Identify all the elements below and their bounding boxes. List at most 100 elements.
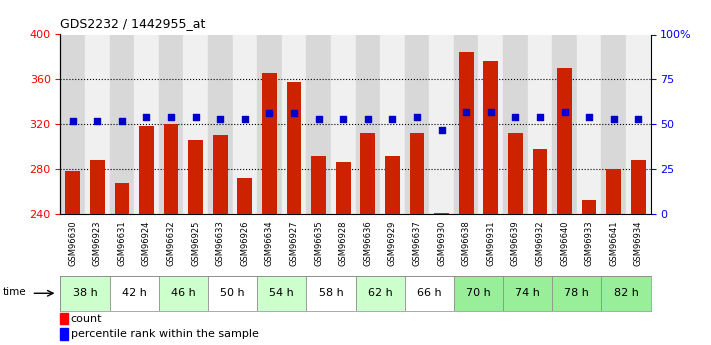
Bar [356, 34, 380, 214]
Bar [582, 200, 597, 214]
Point [559, 109, 570, 115]
Text: GDS2232 / 1442955_at: GDS2232 / 1442955_at [60, 17, 205, 30]
Bar [410, 133, 424, 214]
Bar [282, 34, 306, 214]
Bar [405, 34, 429, 214]
Bar [306, 34, 331, 214]
Bar [533, 149, 547, 214]
Point [411, 114, 422, 120]
Bar [208, 34, 232, 214]
Point [289, 111, 300, 116]
Point [215, 116, 226, 121]
Bar [454, 276, 503, 310]
Text: percentile rank within the sample: percentile rank within the sample [71, 329, 259, 339]
Bar [65, 171, 80, 214]
Text: count: count [71, 314, 102, 324]
Point [264, 111, 275, 116]
Bar [626, 34, 651, 214]
Bar [159, 276, 208, 310]
Bar [208, 276, 257, 310]
Bar [60, 328, 68, 340]
Point [608, 116, 619, 121]
Bar [139, 126, 154, 214]
Bar [557, 68, 572, 214]
Text: time: time [3, 287, 26, 296]
Bar [183, 34, 208, 214]
Point [190, 114, 201, 120]
Point [338, 116, 349, 121]
Bar [385, 156, 400, 214]
Bar [528, 34, 552, 214]
Bar [606, 169, 621, 214]
Text: 58 h: 58 h [319, 288, 343, 298]
Bar [311, 156, 326, 214]
Bar [380, 34, 405, 214]
Bar [188, 140, 203, 214]
Text: 50 h: 50 h [220, 288, 245, 298]
Bar [434, 213, 449, 214]
Bar [109, 276, 159, 310]
Point [461, 109, 472, 115]
Bar [232, 34, 257, 214]
Bar [360, 133, 375, 214]
Bar [306, 276, 356, 310]
Point [387, 116, 398, 121]
Bar [237, 178, 252, 214]
Bar [213, 135, 228, 214]
Bar [356, 276, 405, 310]
Bar [114, 183, 129, 214]
Bar [503, 34, 528, 214]
Bar [331, 34, 356, 214]
Bar [405, 276, 454, 310]
Bar [257, 34, 282, 214]
Text: 54 h: 54 h [269, 288, 294, 298]
Bar [602, 276, 651, 310]
Point [633, 116, 644, 121]
Point [67, 118, 78, 124]
Bar [483, 61, 498, 214]
Text: 74 h: 74 h [515, 288, 540, 298]
Bar [60, 276, 109, 310]
Bar [479, 34, 503, 214]
Bar [60, 34, 85, 214]
Point [116, 118, 127, 124]
Text: 70 h: 70 h [466, 288, 491, 298]
Text: 38 h: 38 h [73, 288, 97, 298]
Bar [503, 276, 552, 310]
Bar [336, 162, 351, 214]
Bar [60, 313, 68, 324]
Bar [552, 34, 577, 214]
Bar [631, 160, 646, 214]
Text: 66 h: 66 h [417, 288, 442, 298]
Bar [459, 52, 474, 214]
Bar [134, 34, 159, 214]
Bar [257, 276, 306, 310]
Bar [287, 81, 301, 214]
Text: 42 h: 42 h [122, 288, 146, 298]
Point [92, 118, 103, 124]
Point [584, 114, 595, 120]
Bar [508, 133, 523, 214]
Bar [164, 124, 178, 214]
Bar [552, 276, 602, 310]
Point [166, 114, 177, 120]
Point [485, 109, 496, 115]
Point [510, 114, 521, 120]
Point [141, 114, 152, 120]
Point [362, 116, 373, 121]
Bar [85, 34, 109, 214]
Bar [577, 34, 602, 214]
Bar [159, 34, 183, 214]
Bar [429, 34, 454, 214]
Point [239, 116, 250, 121]
Point [534, 114, 545, 120]
Text: 46 h: 46 h [171, 288, 196, 298]
Text: 62 h: 62 h [368, 288, 392, 298]
Text: 78 h: 78 h [565, 288, 589, 298]
Bar [262, 73, 277, 214]
Text: 82 h: 82 h [614, 288, 638, 298]
Bar [109, 34, 134, 214]
Bar [90, 160, 105, 214]
Point [436, 127, 447, 132]
Point [313, 116, 324, 121]
